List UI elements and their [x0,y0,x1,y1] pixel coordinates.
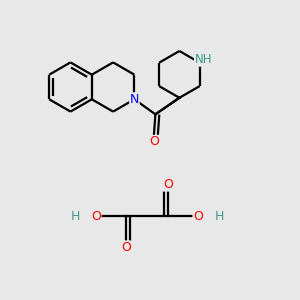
Text: O: O [163,178,173,191]
Text: O: O [121,241,131,254]
Text: O: O [193,209,203,223]
Text: H: H [70,209,80,223]
Text: O: O [91,209,101,223]
Text: H: H [214,209,224,223]
Text: NH: NH [194,53,212,66]
Text: N: N [130,93,139,106]
Text: O: O [149,135,159,148]
